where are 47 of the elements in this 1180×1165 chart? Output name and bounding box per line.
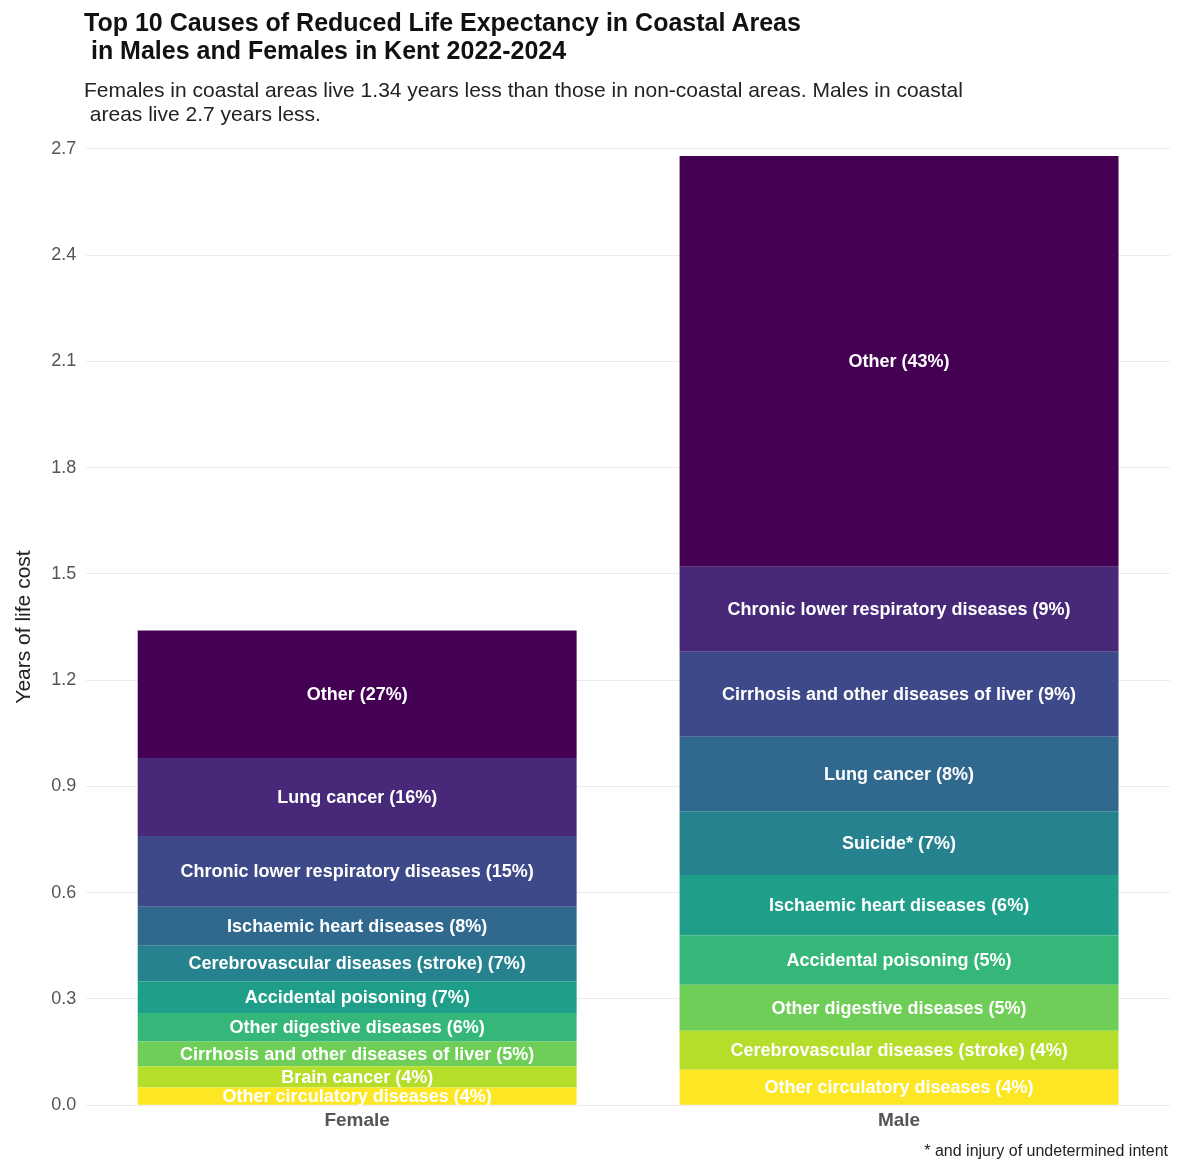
y-tick-label: 0.0 [51,1094,77,1115]
y-tick-label: 2.1 [51,350,77,371]
y-tick-label: 2.7 [51,137,77,158]
annotation: Cirrhosis and other diseases of liver (5%) [180,1043,535,1064]
chart-title: Top 10 Causes of Reduced Life Expectancy in Coastal Areas in Males and Females in Kent 2022-2024 [84,8,801,64]
annotation: Lung cancer (16%) [277,787,438,807]
bar [679,874,1119,936]
y-tick-label: 2.4 [51,244,77,265]
bar [679,935,1119,985]
y-tick-label: 1.8 [51,456,77,477]
bar [679,811,1119,875]
y-tick-label: 0.9 [51,775,77,796]
annotation: Other digestive diseases (6%) [229,1017,485,1038]
y-tick-label: 0.6 [51,881,77,902]
bar [137,835,577,907]
annotation: Ischaemic heart diseases (6%) [768,895,1030,916]
annotation: Cerebrovascular diseases (stroke) (7%) [188,953,526,974]
bar [137,758,577,836]
annotation: Accidental poisoning (5%) [786,949,1012,970]
annotation: Ischaemic heart diseases (8%) [227,916,488,937]
bar [679,155,1119,567]
annotation: Cirrhosis and other diseases of liver (9%) [721,684,1077,705]
bar [679,651,1119,737]
bar [679,984,1119,1031]
y-axis-title: Years of life cost [11,550,35,704]
annotation: Brain cancer (4%) [281,1066,434,1087]
annotation: Lung cancer (8%) [824,763,975,784]
annotation: Other (43%) [848,351,950,372]
x-tick-label: Male [877,1108,921,1130]
y-tick-label: 0.3 [51,987,77,1008]
annotation: Chronic lower respiratory diseases (9%) [727,599,1071,620]
annotation: Suicide* (7%) [842,833,957,854]
y-tick-label: 1.5 [51,562,77,583]
bar [679,566,1119,652]
annotation: Other circulatory diseases (4%) [222,1086,492,1107]
annotation: Chronic lower respiratory diseases (15%) [180,861,534,882]
chart-subtitle: Females in coastal areas live 1.34 years less than those in non-coastal areas. Males in coastal areas live 2.7 years less. [84,78,963,126]
x-tick-label: Female [324,1108,390,1130]
bar [679,736,1119,812]
annotation: Accidental poisoning (7%) [244,987,470,1008]
y-tick-label: 1.2 [51,669,77,690]
annotation: Other circulatory diseases (4%) [764,1077,1034,1098]
annotation: Cerebrovascular diseases (stroke) (4%) [730,1040,1068,1061]
bar [137,630,577,759]
annotation: Other (27%) [306,684,408,705]
annotation: Other digestive diseases (5%) [771,997,1027,1018]
text: * and injury of undetermined intent [924,1142,1168,1160]
